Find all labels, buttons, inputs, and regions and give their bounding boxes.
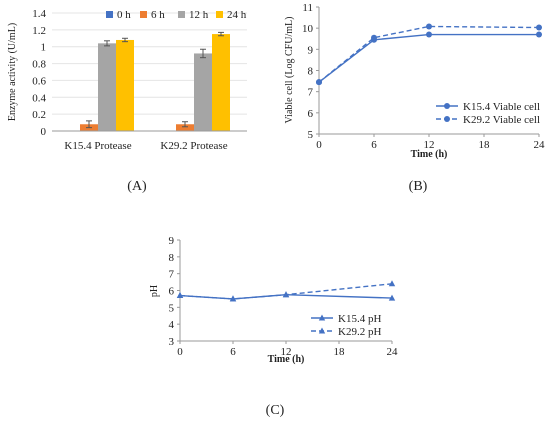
chart-a-legend-label: 6 h [151,9,165,21]
chart-b-data-point [371,34,377,41]
chart-c-legend-marker [318,327,326,334]
chart-c-data-point [229,295,237,302]
chart-b-x-tick-label: 12 [424,139,435,151]
chart-a-legend: 0 h 6 h 12 h 24 h [106,9,247,21]
chart-a-y-tick-label: 1.2 [32,25,46,37]
chart-c-data-point [388,280,396,287]
chart-c-y-tick-label: 4 [169,319,175,331]
chart-b-y-ticks: 5 6 7 8 9 10 11 [302,2,319,141]
chart-c-x-axis-label: Time (h) [268,354,305,365]
panel-label-a: (A) [127,179,147,194]
chart-a-category-label: K15.4 Protease [64,140,131,152]
chart-a-bar [98,43,116,131]
chart-b-data-point [536,31,542,38]
chart-c-series [176,280,396,302]
chart-b-legend-marker [444,116,450,122]
chart-b-x-tick-label: 24 [534,139,546,151]
chart-b-y-axis-label: Viable cell (Log CFU/mL) [284,17,295,124]
chart-c-data-point [388,294,396,301]
chart-b-series [316,23,542,86]
chart-a-y-tick-label: 0 [41,126,47,138]
chart-a-legend-label: 12 h [189,9,209,21]
chart-b-data-point [536,24,542,31]
chart-c-legend-label: K15.4 pH [338,313,381,325]
chart-c-y-axis-label: pH [149,285,160,297]
chart-a-y-tick-label: 0.6 [32,75,46,87]
chart-a-y-tick-label: 1.4 [32,8,46,20]
chart-b-y-tick-label: 6 [308,108,314,120]
chart-a-y-tick-label: 0.2 [32,109,46,121]
chart-c-data-point [176,292,184,299]
chart-a-y-axis-label: Enzyme activity (U/mL) [7,23,18,121]
chart-b-y-tick-label: 7 [308,87,314,99]
chart-a-gridlines [52,12,247,115]
panel-label-c: (C) [266,403,285,418]
chart-c-x-tick-label: 12 [281,346,292,358]
chart-b-data-point [426,31,432,38]
chart-b-data-point [426,23,432,30]
chart-a-bar [194,53,212,132]
chart-a-y-tick-label: 0.4 [32,92,46,104]
chart-c-x-tick-label: 0 [177,346,183,358]
chart-b-y-tick-label: 8 [308,66,314,78]
chart-a-legend-swatch [106,11,113,18]
chart-a-legend-swatch [178,11,185,18]
chart-b-y-tick-label: 10 [302,23,314,35]
chart-c-series-line [179,283,393,300]
chart-b-y-tick-label: 5 [308,129,314,141]
chart-a-legend-swatch [140,11,147,18]
chart-c-y-tick-label: 7 [169,269,175,281]
chart-a-bar [176,124,194,131]
chart-b-legend-label: K29.2 Viable cell [463,114,540,126]
chart-b-x-axis-label: Time (h) [411,149,448,160]
chart-a-legend-swatch [216,11,223,18]
chart-b-legend-marker [444,103,450,109]
chart-b-series-line [318,25,540,83]
chart-c-legend-marker [318,314,326,321]
chart-a-y-tick-label: 0.8 [32,59,46,71]
chart-b-y-tick-label: 9 [308,44,314,56]
chart-a-bars [80,31,230,132]
chart-a-categories: K15.4 Protease K29.2 Protease [64,140,227,152]
chart-b-x-tick-label: 18 [479,139,491,151]
chart-a-bar [212,34,230,132]
chart-b-x-tick-label: 0 [316,139,322,151]
chart-c-x-tick-label: 24 [387,346,399,358]
chart-a-y-ticks: 0 0.2 0.4 0.6 0.8 1 1.2 1.4 [32,8,46,138]
panel-label-b: (B) [409,179,428,194]
chart-c-y-tick-label: 6 [169,286,175,298]
chart-c-legend-label: K29.2 pH [338,326,381,338]
chart-c-data-point [282,291,290,298]
chart-b-series-line [318,33,539,83]
chart-a-bar [116,39,134,131]
chart-b: 5 6 7 8 9 10 11 0 6 12 18 24 K15.4 Viable cellK29.… [284,2,545,160]
chart-b-legend-label: K15.4 Viable cell [463,101,540,113]
chart-c-y-tick-label: 5 [169,302,175,314]
chart-b-x-tick-label: 6 [371,139,377,151]
chart-a: 0 0.2 0.4 0.6 0.8 1 1.2 1.4 K15.4 Protease K29.2… [7,8,247,152]
chart-a-category-label: K29.2 Protease [160,140,227,152]
chart-b-y-tick-label: 11 [302,2,313,14]
chart-c-x-tick-label: 6 [230,346,236,358]
chart-a-legend-label: 24 h [227,9,247,21]
chart-a-legend-label: 0 h [117,9,131,21]
chart-a-y-tick-label: 1 [41,42,47,54]
chart-c-x-tick-label: 18 [334,346,346,358]
chart-c-y-tick-label: 8 [169,252,175,264]
chart-c-y-tick-label: 3 [169,336,175,348]
chart-c-y-tick-label: 9 [169,235,175,247]
chart-c-y-ticks: 3 4 5 6 7 8 9 [169,235,180,348]
chart-b-data-point [316,79,322,86]
